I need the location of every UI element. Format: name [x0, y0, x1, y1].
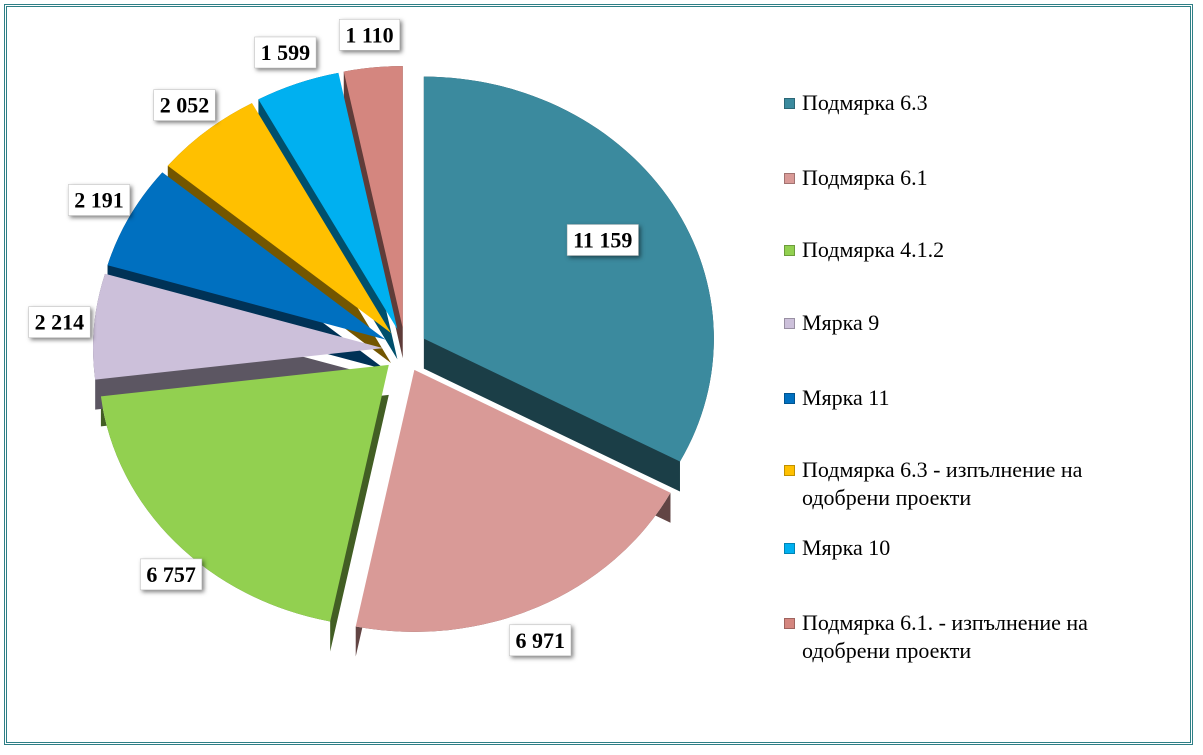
legend-item: Подмярка 6.3 [784, 89, 1172, 117]
data-label: 1 599 [254, 36, 317, 69]
legend-swatch [784, 318, 795, 329]
value-label: 2 191 [74, 188, 124, 213]
legend-label: Мярка 9 [802, 310, 880, 335]
value-label: 1 599 [261, 40, 311, 65]
data-label: 6 757 [140, 558, 203, 591]
slice [100, 364, 389, 622]
value-label: 1 110 [345, 22, 393, 47]
legend-label: Подмярка 6.3 - изпълнение на одобрени пр… [802, 457, 1083, 510]
legend-swatch [784, 98, 795, 109]
value-label: 11 159 [573, 228, 632, 253]
slice [343, 66, 403, 329]
slice [258, 72, 398, 330]
label-box [28, 306, 91, 338]
label-box [254, 36, 317, 69]
legend-swatch [784, 465, 795, 476]
legend-label: Подмярка 4.1.2 [802, 237, 945, 262]
label-box [509, 624, 572, 657]
frame [4, 4, 1193, 745]
legend-item: Мярка 9 [784, 309, 1172, 337]
legend-item: Мярка 11 [784, 384, 1172, 412]
legend-item: Подмярка 6.1. - изпълнение на одобрени п… [784, 609, 1172, 665]
data-label: 2 052 [153, 89, 216, 121]
data-label: 2 214 [28, 306, 91, 338]
legend-label: Подмярка 6.3 [802, 90, 928, 115]
label-box [68, 184, 131, 216]
legend-swatch [784, 543, 795, 554]
slice [355, 369, 671, 632]
data-label: 1 110 [339, 19, 400, 51]
legend-label: Мярка 11 [802, 385, 890, 410]
data-label: 2 191 [68, 184, 131, 216]
legend-item: Подмярка 6.1 [784, 164, 1172, 192]
legend-item: Подмярка 4.1.2 [784, 236, 1172, 264]
value-label: 2 052 [160, 93, 210, 118]
slice [107, 172, 386, 340]
legend-swatch [784, 618, 795, 629]
legend-item: Подмярка 6.3 - изпълнение на одобрени пр… [784, 456, 1172, 512]
label-box [566, 224, 639, 256]
data-label: 6 971 [509, 624, 572, 657]
label-box [339, 19, 400, 51]
legend-swatch [784, 393, 795, 404]
legend-label: Мярка 10 [802, 535, 891, 560]
slice [93, 273, 384, 380]
legend-swatch [784, 173, 795, 184]
slice [423, 76, 714, 462]
legend-label: Подмярка 6.1 [802, 165, 928, 190]
label-box [140, 558, 203, 591]
label-box [153, 89, 216, 121]
value-label: 6 757 [146, 562, 196, 587]
data-label: 11 159 [566, 224, 639, 256]
legend-item: Мярка 10 [784, 534, 1172, 562]
legend-label: Подмярка 6.1. - изпълнение на одобрени п… [802, 610, 1088, 663]
value-label: 2 214 [35, 310, 85, 335]
legend-swatch [784, 245, 795, 256]
value-label: 6 971 [515, 628, 565, 653]
slice [167, 103, 392, 334]
